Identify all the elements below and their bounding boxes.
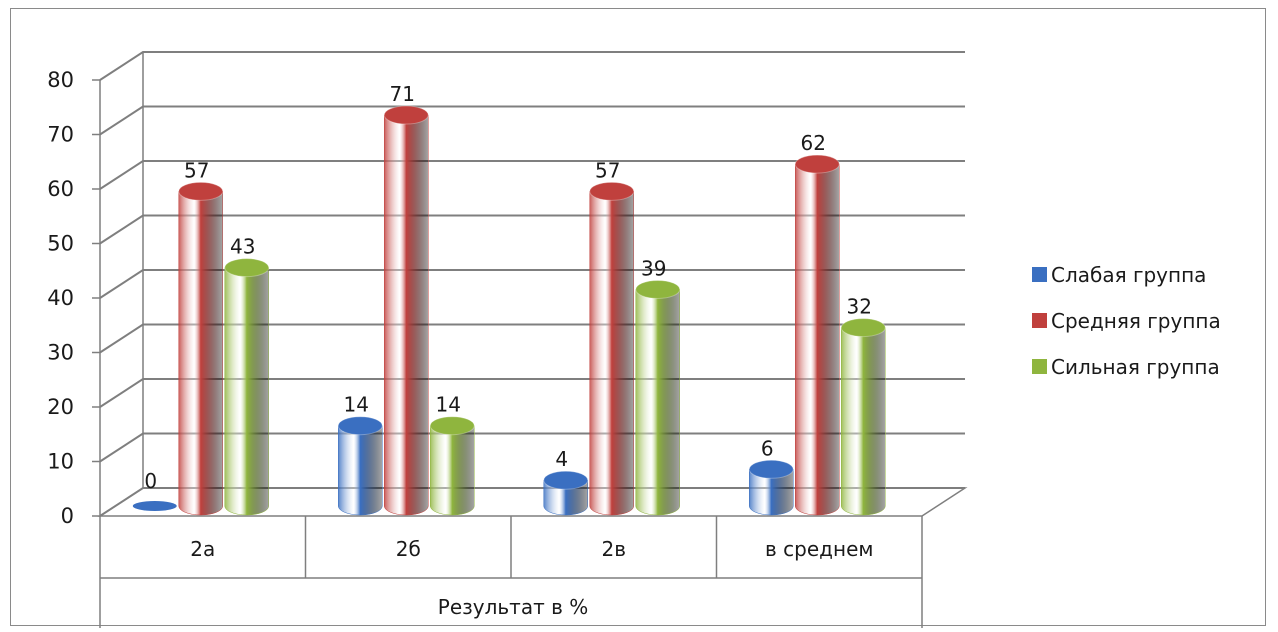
data-label: 14 xyxy=(344,393,369,417)
data-label: 4 xyxy=(555,447,568,471)
category-label: 2а xyxy=(190,537,215,561)
floor xyxy=(97,487,968,517)
bar xyxy=(840,318,886,516)
data-label: 57 xyxy=(595,158,620,182)
y-tick-label: 20 xyxy=(47,395,74,419)
bar xyxy=(337,416,383,516)
legend-item: Средняя группа xyxy=(1032,309,1221,333)
bar xyxy=(224,258,270,516)
legend-swatch xyxy=(1032,313,1047,328)
legend-label: Слабая группа xyxy=(1051,263,1206,287)
category-label: в среднем xyxy=(765,537,873,561)
bar xyxy=(383,105,429,516)
legend-label: Средняя группа xyxy=(1051,309,1221,333)
category-label: 2б xyxy=(396,537,421,561)
legend-swatch xyxy=(1032,359,1047,374)
data-labels: 0 14 4 6 57 71 57 62 43 14 39 32 xyxy=(144,82,872,493)
bar xyxy=(748,459,794,516)
bar xyxy=(429,416,475,516)
bar xyxy=(635,279,681,516)
y-tick-label: 0 xyxy=(61,504,74,528)
y-tick-label: 60 xyxy=(47,177,74,201)
data-label: 57 xyxy=(184,158,209,182)
data-label: 39 xyxy=(641,256,666,280)
x-axis-title: Результат в % xyxy=(438,595,588,619)
data-label: 0 xyxy=(144,469,157,493)
bar xyxy=(178,181,224,516)
data-label: 71 xyxy=(390,82,415,106)
gridline xyxy=(99,51,965,81)
data-label: 43 xyxy=(230,235,255,259)
bar xyxy=(794,154,840,516)
bar xyxy=(543,470,589,516)
bar xyxy=(132,501,177,511)
data-label: 32 xyxy=(847,295,872,319)
legend: Слабая группа Средняя группа Сильная групп… xyxy=(1032,263,1221,379)
legend-item: Слабая группа xyxy=(1032,263,1206,287)
gridline xyxy=(99,105,965,136)
category-axis: 2а 2б 2в в среднем xyxy=(99,516,923,628)
category-label: 2в xyxy=(601,537,626,561)
y-tick-label: 40 xyxy=(47,286,74,310)
legend-item: Сильная группа xyxy=(1032,355,1220,379)
y-tick-label: 80 xyxy=(47,68,74,92)
y-tick-label: 30 xyxy=(47,341,74,365)
y-tick-label: 50 xyxy=(47,232,74,256)
data-label: 62 xyxy=(801,131,826,155)
legend-swatch xyxy=(1032,267,1047,282)
legend-label: Сильная группа xyxy=(1051,355,1220,379)
data-label: 6 xyxy=(761,436,774,460)
bars xyxy=(132,105,886,516)
y-tick-label: 70 xyxy=(47,123,74,147)
bar xyxy=(589,181,635,516)
y-tick-label: 10 xyxy=(47,450,74,474)
data-label: 14 xyxy=(436,393,461,417)
